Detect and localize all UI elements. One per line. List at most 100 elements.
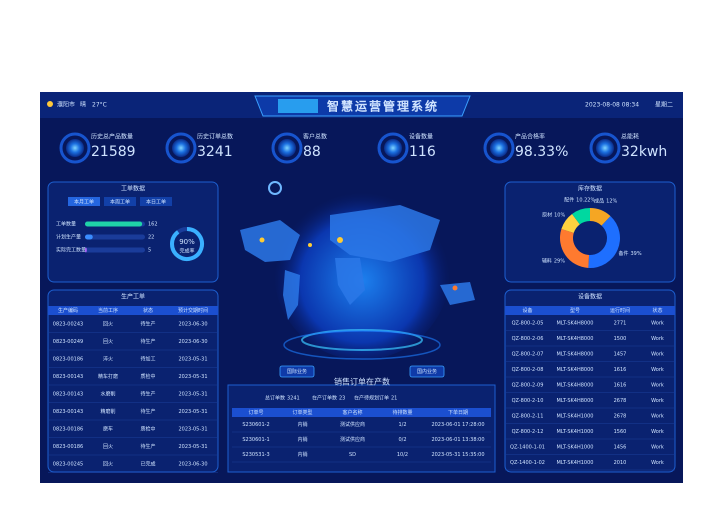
- kpi-ring: [483, 132, 515, 164]
- table-cell: 已完成: [140, 460, 155, 467]
- table-cell: 2678: [614, 413, 627, 419]
- slice-name: 备件: [618, 250, 628, 257]
- table-cell: S230601-2: [242, 422, 269, 428]
- tab-button[interactable]: [68, 197, 100, 206]
- column-header: 生产编码: [58, 307, 78, 314]
- column-header: 当前工序: [98, 307, 118, 314]
- column-header: 型号: [570, 307, 580, 314]
- table-cell: 1560: [614, 429, 627, 435]
- slice-value: 39%: [630, 251, 641, 257]
- table-cell: QZ-800-2-12: [512, 429, 544, 435]
- table-cell: 2010: [614, 460, 627, 466]
- kpi-value: 32kwh: [621, 144, 667, 160]
- column-header: 预计交期时间: [178, 307, 208, 314]
- table-cell: 磨车: [103, 425, 113, 432]
- table-cell: 测试供应商: [340, 421, 365, 428]
- table-cell: 0823-00243: [53, 321, 83, 327]
- panel-title: 工单数据: [121, 185, 145, 193]
- table-cell: MLT-SK4H1000: [557, 429, 594, 435]
- kpi-ring: [589, 132, 621, 164]
- table-cell: 测试供应商: [340, 436, 365, 443]
- bar-label: 工单数量: [56, 221, 76, 228]
- table-cell: 0823-00245: [53, 461, 83, 467]
- panel: [504, 181, 676, 283]
- tab-button[interactable]: [140, 197, 172, 206]
- kpi-value: 116: [409, 144, 436, 160]
- table-cell: QZ-800-2-05: [512, 320, 544, 326]
- column-header: 运行时间: [610, 307, 630, 314]
- table-cell: 回火: [103, 339, 113, 345]
- table-cell: Work: [651, 367, 664, 373]
- gauge-label: 90%: [179, 238, 195, 246]
- table-cell: 1616: [614, 382, 627, 388]
- table-cell: QZ-800-2-10: [512, 398, 544, 404]
- table-cell: QZ-1400-1-02: [510, 460, 545, 466]
- table-header-bg: [48, 306, 218, 315]
- panel: [504, 289, 676, 473]
- map-button[interactable]: [279, 365, 315, 378]
- table-cell: 2023-05-31: [178, 426, 207, 432]
- map-button[interactable]: [409, 365, 445, 378]
- table-cell: Work: [651, 398, 664, 404]
- table-cell: 0823-00186: [53, 356, 83, 362]
- bar-value: 162: [148, 222, 158, 228]
- kpi-ring: [59, 132, 91, 164]
- kpi-label: 历史订单总数: [197, 133, 233, 141]
- pie-slice: [560, 229, 590, 268]
- table-cell: 2023-05-31: [178, 356, 207, 362]
- tab-label: 本月工单: [74, 199, 94, 206]
- table-cell: QZ-800-2-08: [512, 367, 544, 373]
- tab-label: 本周工单: [110, 199, 130, 206]
- sun-icon: [47, 101, 53, 107]
- kpi-value: 21589: [91, 144, 136, 160]
- panel-title: 生产工单: [121, 293, 145, 301]
- map-button-label: 国际业务: [287, 368, 307, 375]
- table-cell: 质检中: [140, 373, 155, 380]
- stat-value: 23: [339, 396, 345, 402]
- table-cell: 10/2: [397, 452, 408, 458]
- weekday: 星期二: [655, 101, 673, 109]
- panel-title: 设备数据: [578, 293, 602, 301]
- kpi-value: 3241: [197, 144, 233, 160]
- kpi-ring: [377, 132, 409, 164]
- table-cell: MLT-SK4H1000: [557, 460, 594, 466]
- table-cell: 2771: [614, 320, 627, 326]
- slice-value: 29%: [554, 258, 565, 264]
- kpi-icon: [278, 139, 296, 157]
- tab-button[interactable]: [104, 197, 136, 206]
- table-cell: MLT-SK4H8000: [557, 367, 594, 373]
- table-cell: 1456: [614, 444, 627, 450]
- table-cell: QZ-1400-1-01: [510, 444, 545, 450]
- table-cell: 2023-05-31: [178, 409, 207, 415]
- table-cell: 待生产: [140, 320, 155, 327]
- table-cell: 质检中: [140, 425, 155, 432]
- panel-title: 库存数据: [578, 185, 602, 193]
- table-cell: 0/2: [398, 437, 406, 443]
- kpi-icon: [490, 139, 508, 157]
- world-map: [240, 181, 475, 360]
- table-cell: Work: [651, 382, 664, 388]
- table-cell: S230531-3: [242, 452, 269, 458]
- slice-value: 10%: [554, 212, 565, 218]
- stat-label: 在产订单数: [312, 395, 337, 402]
- slice-name: 辅料: [542, 257, 552, 264]
- kpi-icon: [596, 139, 614, 157]
- title: 智慧运营管理系统: [326, 99, 439, 114]
- table-header-bg: [232, 408, 491, 417]
- pie-slice: [590, 208, 611, 226]
- table-cell: 2023-06-30: [178, 461, 207, 467]
- table-cell: 2023-06-01 17:28:00: [431, 422, 484, 428]
- table-cell: 内销: [297, 451, 307, 458]
- column-header: 订单号: [248, 409, 263, 416]
- table-cell: S230601-1: [242, 437, 269, 443]
- table-cell: 2023-05-31 15:35:00: [431, 452, 484, 458]
- table-cell: Work: [651, 413, 664, 419]
- table-cell: 精磨削: [100, 408, 115, 415]
- kpi-value: 98.33%: [515, 144, 568, 160]
- bar-label: 计划生产量: [56, 234, 81, 241]
- stat-label: 总订单数: [265, 395, 285, 402]
- table-cell: 待生产: [140, 443, 155, 450]
- table-cell: 淬火: [103, 355, 113, 362]
- table-cell: 回火: [103, 444, 113, 450]
- sales-title: 销售订单在产数: [334, 377, 390, 387]
